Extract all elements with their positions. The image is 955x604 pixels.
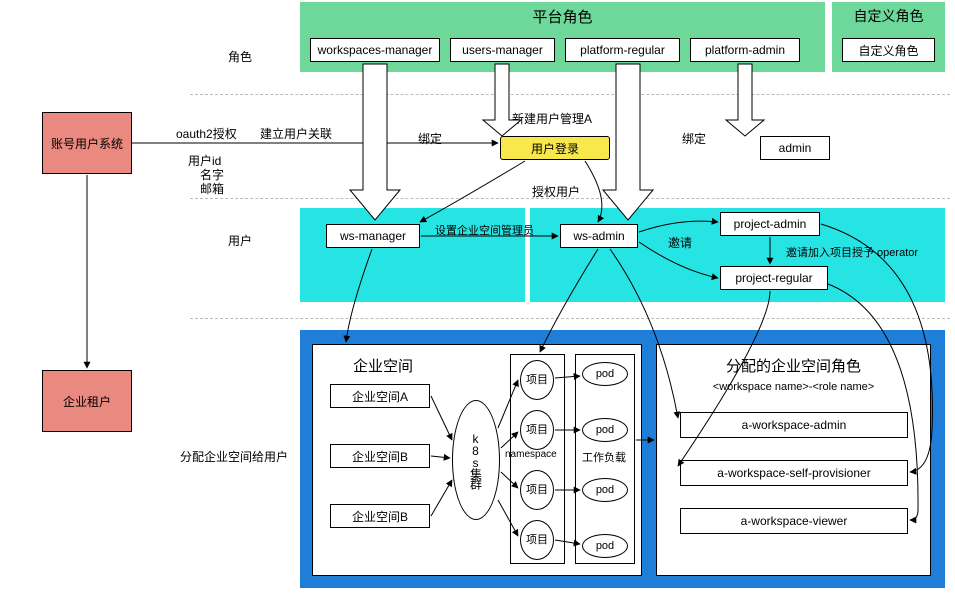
pod-3-label: pod <box>596 484 614 496</box>
ws-a-box: 企业空间A <box>330 384 430 408</box>
role-workspaces-manager: workspaces-manager <box>310 38 440 62</box>
proj-2-label: 项目 <box>526 425 548 436</box>
workspace-outer-title: 企业空间 <box>353 355 413 376</box>
pod-1-label: pod <box>596 368 614 380</box>
custom-role-box: 自定义角色 <box>842 38 935 62</box>
role-platform-regular: platform-regular <box>565 38 680 62</box>
namespace-label: namespace <box>505 449 557 460</box>
assigned-viewer-box: a-workspace-viewer <box>680 508 908 534</box>
pod-3: pod <box>582 478 628 502</box>
role-platform-admin: platform-admin <box>690 38 800 62</box>
ws-admin-box: ws-admin <box>560 224 638 248</box>
new-user-mgr-label: 新建用户管理A <box>512 110 592 127</box>
admin-box: admin <box>760 136 830 160</box>
roles-outer-title: 分配的企业空间角色 <box>657 355 930 376</box>
bind1-label: 绑定 <box>418 130 442 147</box>
dash-separator-2 <box>190 198 950 199</box>
project-regular-box: project-regular <box>720 266 828 290</box>
proj-1-label: 项目 <box>526 375 548 386</box>
workload-label: 工作负载 <box>582 449 626 465</box>
ws-b1-label: 企业空间B <box>352 448 408 465</box>
assigned-self-box: a-workspace-self-provisioner <box>680 460 908 486</box>
role-platform-admin-label: platform-admin <box>705 43 785 57</box>
ws-b1-box: 企业空间B <box>330 444 430 468</box>
user-relation-label: 建立用户关联 <box>260 125 332 142</box>
pod-4: pod <box>582 534 628 558</box>
account-system-box: 账号用户系统 <box>42 112 132 174</box>
login-box: 用户登录 <box>500 136 610 160</box>
proj-4-label: 项目 <box>526 535 548 546</box>
role-users-manager: users-manager <box>450 38 555 62</box>
platform-role-title: 平台角色 <box>300 6 825 27</box>
proj-4: 项目 <box>520 520 554 560</box>
dash-separator-3 <box>190 318 950 319</box>
ws-b2-label: 企业空间B <box>352 508 408 525</box>
pod-4-label: pod <box>596 540 614 552</box>
ws-manager-label: ws-manager <box>340 229 406 243</box>
ws-b2-box: 企业空间B <box>330 504 430 528</box>
invite-label: 邀请 <box>668 234 692 251</box>
bind2-label: 绑定 <box>682 130 706 147</box>
project-regular-label: project-regular <box>735 271 812 285</box>
ws-manager-box: ws-manager <box>326 224 420 248</box>
assigned-admin-label: a-workspace-admin <box>742 418 847 432</box>
project-admin-label: project-admin <box>734 217 807 231</box>
proj-2: 项目 <box>520 410 554 450</box>
account-system-label: 账号用户系统 <box>51 135 123 152</box>
email-label: 邮箱 <box>200 180 224 197</box>
custom-role-title: 自定义角色 <box>832 6 945 26</box>
tenant-label: 企业租户 <box>63 393 111 410</box>
assigned-viewer-label: a-workspace-viewer <box>741 514 848 528</box>
ws-a-label: 企业空间A <box>352 388 408 405</box>
role-platform-regular-label: platform-regular <box>580 43 665 57</box>
proj-3-label: 项目 <box>526 485 548 496</box>
pod-2: pod <box>582 418 628 442</box>
proj-1: 项目 <box>520 360 554 400</box>
row-label-user: 用户 <box>228 232 252 249</box>
proj-3: 项目 <box>520 470 554 510</box>
invite-project-label: 邀请加入项目授予 operator <box>786 244 918 260</box>
oauth-label: oauth2授权 <box>176 125 237 142</box>
pod-1: pod <box>582 362 628 386</box>
assigned-admin-box: a-workspace-admin <box>680 412 908 438</box>
project-admin-box: project-admin <box>720 212 820 236</box>
pod-2-label: pod <box>596 424 614 436</box>
admin-label: admin <box>779 141 812 155</box>
row-label-role: 角色 <box>228 48 252 65</box>
row-label-assign-ws: 分配企业空间给用户 <box>180 448 288 465</box>
login-label: 用户登录 <box>531 140 579 157</box>
k8s-label: k8s集群 <box>468 432 485 488</box>
set-ws-admin-label: 设置企业空间管理员 <box>435 222 534 238</box>
role-workspaces-manager-label: workspaces-manager <box>318 43 433 57</box>
dash-separator-1 <box>190 94 950 95</box>
roles-outer-sub: <workspace name>-<role name> <box>657 381 930 393</box>
k8s-ellipse: k8s集群 <box>452 400 500 520</box>
tenant-box: 企业租户 <box>42 370 132 432</box>
role-users-manager-label: users-manager <box>462 43 543 57</box>
assigned-self-label: a-workspace-self-provisioner <box>717 466 870 480</box>
ws-admin-label: ws-admin <box>573 229 624 243</box>
custom-role-label: 自定义角色 <box>858 42 918 59</box>
